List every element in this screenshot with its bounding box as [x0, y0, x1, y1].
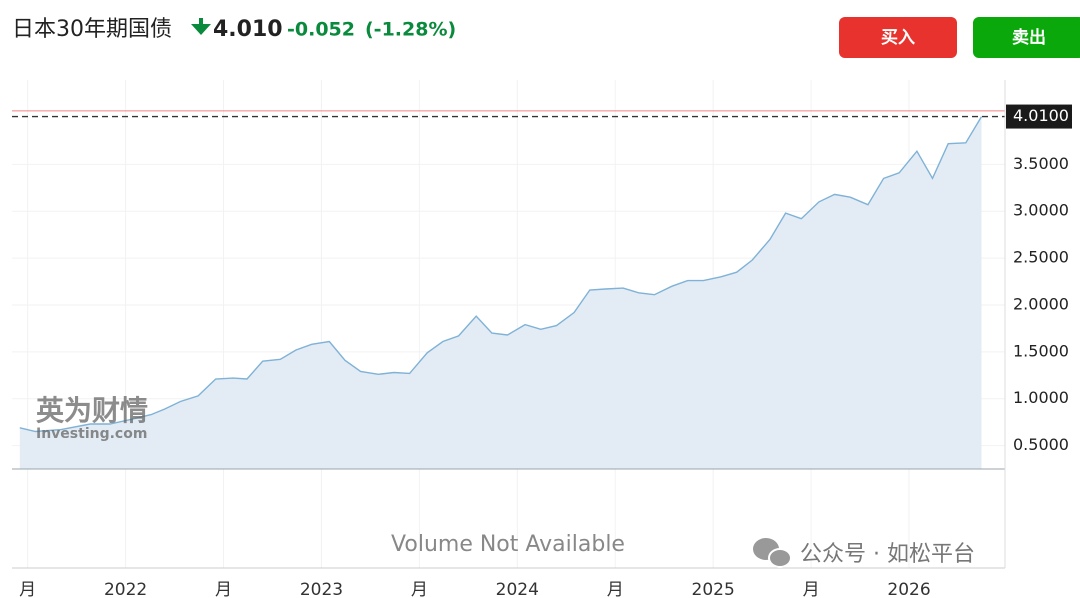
logo-cn: 英为财情 — [36, 394, 148, 427]
wechat-icon — [753, 538, 792, 568]
title: 日本30年期国债 — [12, 17, 172, 42]
x-tick-label: 月 — [215, 580, 232, 598]
y-tick-label: 3.0000 — [1013, 201, 1069, 220]
x-tick-label: 2023 — [300, 580, 343, 598]
x-tick-label: 月 — [803, 580, 820, 598]
x-tick-label: 2022 — [104, 580, 147, 598]
y-tick-label: 0.5000 — [1013, 435, 1069, 454]
down-arrow — [191, 18, 211, 35]
price: 4.010 — [213, 17, 283, 42]
sell-label: 卖出 — [1012, 27, 1046, 48]
y-tick-label: 3.5000 — [1013, 154, 1069, 173]
sell-button[interactable] — [973, 17, 1080, 58]
y-tick-label: 1.5000 — [1013, 341, 1069, 360]
buy-label: 买入 — [881, 28, 915, 48]
x-tick-label: 月 — [607, 580, 624, 598]
logo-en: Investing.com — [36, 426, 147, 442]
account-watermark: 公众号 · 如松平台 — [800, 542, 975, 567]
line — [19, 116, 983, 433]
area — [19, 116, 982, 469]
x-tick-label: 2025 — [692, 580, 735, 598]
x-tick-label: 2024 — [496, 580, 539, 598]
x-tick-label: 月 — [411, 580, 428, 598]
last-price-label: 4.0100 — [1013, 106, 1069, 125]
y-tick-label: 2.0000 — [1013, 294, 1069, 313]
volume-note: Volume Not Available — [391, 532, 625, 557]
buy-button[interactable] — [839, 17, 957, 58]
x-tick-label: 2026 — [887, 580, 930, 598]
plot: 月 2022 月 2023 月 2024 月 2025 月 2026 0.5000 1.0000 1.5… — [12, 80, 1072, 598]
y-tick-label: 1.0000 — [1013, 388, 1069, 407]
y-tick-label: 2.5000 — [1013, 248, 1069, 267]
change-pct: (-1.28%) — [365, 19, 456, 41]
x-tick-label: 月 — [19, 580, 36, 598]
last-price-box — [1006, 104, 1072, 129]
change: -0.052 — [287, 19, 355, 41]
